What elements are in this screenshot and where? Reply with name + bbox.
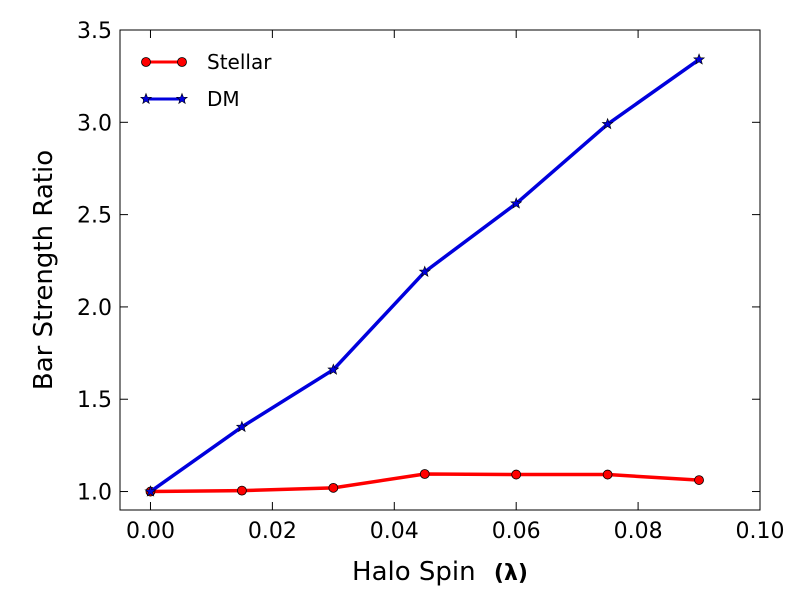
x-tick-label: 0.08 bbox=[614, 519, 663, 544]
data-point-stellar bbox=[511, 469, 522, 480]
legend: Stellar DM bbox=[139, 50, 272, 111]
legend-marker-dm bbox=[139, 92, 153, 105]
x-axis-label: Halo Spin bbox=[352, 557, 476, 587]
x-tick-label: 0.02 bbox=[248, 519, 297, 544]
data-point-stellar bbox=[694, 475, 704, 485]
y-ticks: 1.0 1.5 2.0 2.5 3.0 3.5 bbox=[77, 19, 760, 506]
data-point-stellar bbox=[602, 469, 613, 480]
x-tick-label: 0.00 bbox=[126, 519, 175, 544]
data-point-dm bbox=[235, 420, 248, 433]
legend-label-dm: DM bbox=[207, 87, 240, 111]
y-tick-label: 2.5 bbox=[77, 204, 112, 229]
data-point-dm bbox=[601, 117, 614, 130]
x-axis-title: Halo Spin (λ) bbox=[352, 557, 528, 587]
legend-marker-dm bbox=[175, 92, 189, 105]
legend-label-stellar: Stellar bbox=[207, 50, 272, 74]
y-tick-label: 3.0 bbox=[77, 111, 112, 136]
legend-marker-stellar bbox=[141, 57, 151, 67]
series-layer bbox=[144, 53, 706, 497]
x-ticks: 0.00 0.02 0.04 0.06 0.08 0.10 bbox=[126, 30, 785, 544]
x-axis-symbol: (λ) bbox=[494, 561, 528, 586]
y-tick-label: 2.0 bbox=[77, 296, 112, 321]
data-point-dm bbox=[327, 363, 340, 375]
legend-marker-stellar bbox=[177, 57, 187, 67]
data-point-stellar bbox=[237, 485, 247, 496]
plot-frame bbox=[119, 29, 761, 511]
y-tick-label: 1.0 bbox=[77, 481, 112, 506]
data-point-dm bbox=[693, 53, 706, 65]
data-point-dm bbox=[510, 197, 523, 209]
series-line-dm bbox=[149, 58, 701, 493]
data-point-dm bbox=[144, 485, 157, 497]
x-tick-label: 0.04 bbox=[370, 519, 419, 544]
data-point-dm bbox=[418, 265, 431, 277]
data-point-stellar bbox=[328, 482, 339, 493]
x-tick-label: 0.06 bbox=[492, 519, 541, 544]
data-point-stellar bbox=[419, 469, 430, 479]
y-tick-label: 3.5 bbox=[77, 19, 112, 44]
y-axis-title: Bar Strength Ratio bbox=[29, 150, 59, 390]
x-tick-label: 0.10 bbox=[736, 519, 785, 544]
y-tick-label: 1.5 bbox=[77, 388, 112, 413]
